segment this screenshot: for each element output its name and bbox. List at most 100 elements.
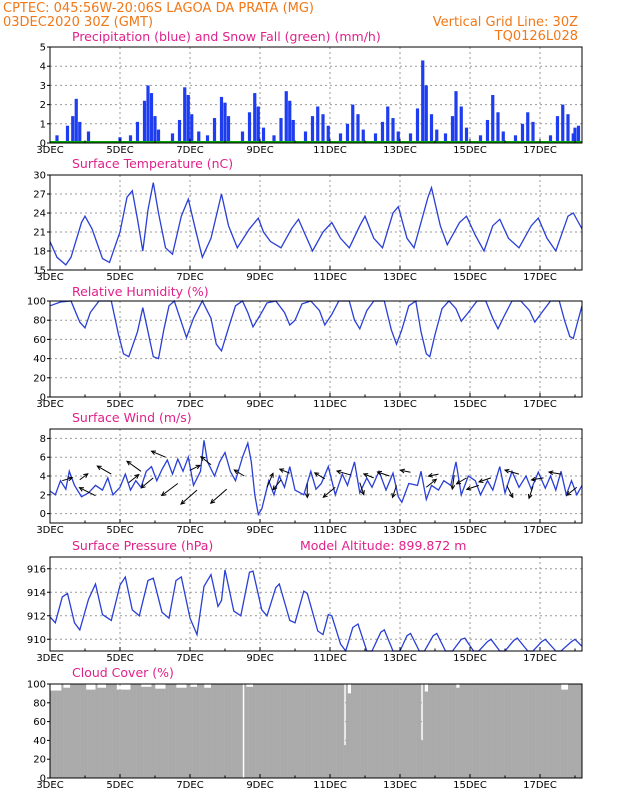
cloud-bar	[127, 689, 129, 778]
panel-frame	[49, 683, 583, 779]
cloud-bar	[449, 684, 452, 778]
wind-arrow	[428, 473, 439, 477]
cloud-bar	[155, 688, 157, 778]
cloud-bar	[326, 684, 328, 778]
cloud-bar	[103, 687, 105, 778]
cloud-bar	[225, 684, 228, 778]
cloud-bar	[358, 684, 360, 778]
cloud-bar	[570, 684, 572, 778]
cloud-bar	[235, 684, 237, 778]
precip-bar	[284, 91, 288, 143]
cloud-bar	[86, 689, 88, 778]
cloud-bar	[66, 687, 68, 778]
wind-arrowhead	[209, 498, 216, 504]
cloud-bar	[371, 684, 373, 778]
y-tick-label: 910	[27, 635, 46, 646]
precip-bar	[321, 114, 325, 143]
y-tick-label: 0	[40, 393, 46, 404]
y-tick-label: 60	[33, 335, 46, 346]
cloud-bar	[450, 684, 452, 778]
cloud-bar	[64, 687, 67, 778]
wind-arrow	[161, 483, 179, 496]
wind-arrowhead	[465, 485, 472, 491]
wind-arrow	[279, 468, 290, 474]
cloud-bar	[327, 684, 329, 778]
cloud-bar	[575, 684, 577, 778]
wind-arrowhead	[391, 492, 396, 499]
cloud-bar	[184, 687, 186, 778]
cloud-bar	[202, 684, 204, 778]
cloud-bar	[79, 684, 81, 778]
cloud-bar	[402, 684, 404, 778]
cloud-bar	[163, 688, 165, 778]
cloud-bar	[418, 684, 420, 778]
x-tick-label: 15DEC	[453, 525, 487, 536]
cloud-bar	[140, 684, 142, 778]
cloud-bar	[520, 684, 522, 778]
cloud-bar	[295, 684, 297, 778]
cloud-bar	[237, 684, 239, 778]
x-tick-label: 9DEC	[246, 653, 273, 664]
wind-arrow	[151, 450, 166, 458]
cloud-bar	[521, 684, 523, 778]
cloud-bar	[212, 684, 214, 778]
cloud-bar	[557, 684, 559, 778]
cloud-bar	[477, 684, 479, 778]
cloud-bar	[205, 687, 207, 778]
cloud-bar	[333, 684, 335, 778]
cloud-bar	[568, 684, 571, 778]
cloud-bar	[483, 684, 485, 778]
cloud-bar	[542, 684, 544, 778]
cloud-bar	[369, 684, 371, 778]
cloud-bar	[173, 684, 175, 778]
cloud-bar	[174, 684, 176, 778]
wind-arrow	[456, 477, 467, 485]
cloud-bar	[302, 684, 304, 778]
cloud-bar	[181, 687, 183, 778]
cloud-bar	[270, 684, 272, 778]
cloud-bar	[234, 684, 236, 778]
wind-arrow	[314, 472, 326, 480]
x-tick-label: 11DEC	[313, 780, 347, 791]
cloud-bar	[561, 689, 564, 778]
precip-bar	[571, 133, 575, 143]
cloud-bar	[396, 684, 398, 778]
x-tick-label: 17DEC	[523, 780, 557, 791]
wind-arrowhead	[547, 470, 554, 476]
cloud-bar	[157, 688, 159, 778]
cloud-bar	[466, 684, 468, 778]
x-tick-label: 5DEC	[106, 525, 133, 536]
cloud-bar	[292, 684, 294, 778]
wind-arrowhead	[530, 476, 536, 482]
cloud-bar	[480, 684, 482, 778]
cloud-bar	[461, 684, 463, 778]
cloud-bar	[197, 684, 200, 778]
cloud-bar	[399, 684, 401, 778]
cloud-bar	[464, 684, 466, 778]
cloud-bar	[268, 684, 270, 778]
x-tick-label: 7DEC	[176, 399, 203, 410]
cloud-bar	[325, 684, 327, 778]
cloud-bar	[85, 689, 88, 778]
x-tick-label: 17DEC	[523, 272, 557, 283]
cloud-bar	[555, 684, 557, 778]
precip-bar	[573, 127, 577, 143]
cloud-bar	[533, 684, 535, 778]
precip-bar	[128, 135, 133, 143]
x-tick-label: 9DEC	[246, 399, 273, 410]
wind-arrow	[200, 456, 212, 466]
cloud-bar	[143, 686, 145, 778]
wind-arrow	[504, 469, 520, 475]
cloud-bar	[526, 684, 529, 778]
x-tick-label: 13DEC	[383, 272, 417, 283]
cloud-bar	[93, 689, 95, 778]
cloud-bar	[547, 684, 549, 778]
cloud-bar	[531, 684, 533, 778]
cloud-bar	[330, 684, 333, 778]
cloud-bar	[244, 684, 246, 778]
cloud-bar	[362, 684, 364, 778]
cloud-bar	[70, 684, 72, 778]
cloud-bar	[207, 687, 209, 778]
cloud-bar	[442, 684, 444, 778]
cloud-bar	[216, 684, 218, 778]
